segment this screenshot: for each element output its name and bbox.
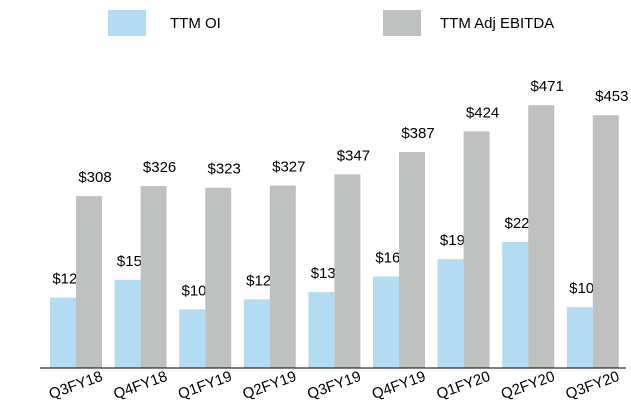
bar (502, 241, 529, 368)
x-tick-label: Q4FY18 (111, 368, 169, 403)
bar (140, 186, 167, 368)
value-label: $308 (78, 169, 111, 186)
value-label: $424 (466, 104, 499, 121)
x-tick-label: Q2FY20 (499, 368, 557, 403)
bar (528, 105, 555, 368)
x-tick-label: Q3FY19 (305, 368, 363, 403)
value-label: $326 (143, 159, 176, 176)
bar (373, 276, 399, 368)
bar (50, 297, 76, 368)
bar (205, 187, 232, 368)
bar (592, 115, 619, 368)
bar (243, 299, 270, 368)
bar (114, 279, 141, 368)
legend-label: TTM OI (170, 15, 221, 32)
bar (76, 196, 102, 368)
bar (269, 185, 296, 368)
legend-swatch (108, 10, 146, 36)
legend-label: TTM Adj EBITDA (440, 15, 554, 32)
bar (463, 131, 490, 368)
x-tick-label: Q3FY18 (47, 368, 105, 403)
x-tick-label: Q1FY19 (176, 368, 234, 403)
x-tick-label: Q2FY19 (240, 368, 298, 403)
value-label: $453 (595, 88, 628, 105)
bar (437, 259, 464, 368)
value-label: $471 (531, 78, 564, 95)
value-label: $347 (337, 147, 370, 164)
x-tick-label: Q3FY20 (563, 368, 621, 403)
bar (399, 152, 425, 368)
x-tick-label: Q1FY20 (434, 368, 492, 403)
x-tick-label: Q4FY19 (370, 368, 428, 403)
bar (308, 292, 335, 368)
bar (334, 174, 361, 368)
value-label: $323 (208, 161, 241, 178)
value-label: $327 (272, 159, 305, 176)
bar (566, 307, 593, 368)
bar (179, 309, 206, 368)
legend-swatch (383, 10, 421, 36)
value-label: $387 (401, 125, 434, 142)
